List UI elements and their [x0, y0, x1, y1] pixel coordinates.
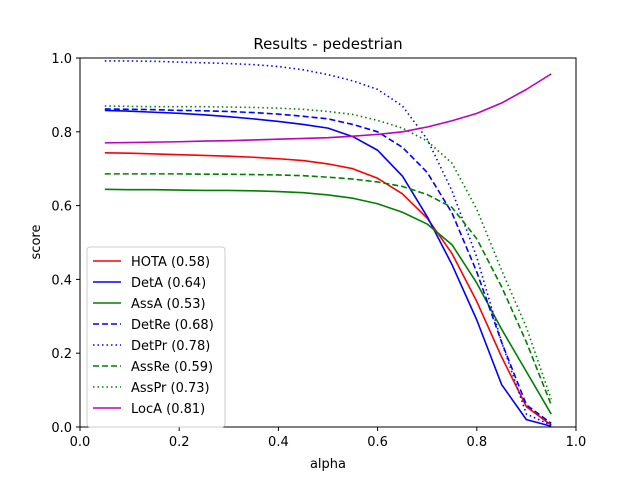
y-axis-label: score — [29, 225, 44, 260]
legend-label-1: HOTA (0.58) — [131, 255, 210, 270]
legend: HOTA (0.58) DetA (0.64) AssA (0.53) DetRe (… — [86, 246, 226, 428]
series-line-4 — [104, 108, 552, 424]
y-tick-label: 0.4 — [51, 273, 72, 288]
y-tick-label: 0.8 — [51, 126, 72, 141]
series-line-6 — [104, 173, 552, 406]
series-line-2 — [104, 109, 552, 428]
legend-label-5: DetPr (0.78) — [131, 339, 210, 354]
y-tick-label: 0.0 — [51, 421, 72, 436]
y-tick-label: 0.2 — [51, 347, 72, 362]
legend-box — [86, 246, 226, 428]
legend-label-2: DetA (0.64) — [131, 276, 206, 291]
x-tick-label: 0.8 — [466, 435, 487, 450]
series-line-1 — [104, 152, 552, 426]
x-tick-label: 0.0 — [70, 435, 91, 450]
series-line-3 — [104, 188, 552, 415]
series-layer — [104, 60, 552, 428]
x-tick-label: 1.0 — [566, 435, 587, 450]
x-tick-label: 0.6 — [367, 435, 388, 450]
legend-label-8: LocA (0.81) — [131, 402, 205, 417]
x-axis-label: alpha — [310, 457, 346, 472]
axes-frame — [79, 57, 577, 428]
legend-label-6: AssRe (0.59) — [131, 360, 213, 375]
x-tick-label: 0.4 — [268, 435, 289, 450]
y-tick-label: 1.0 — [51, 52, 72, 67]
x-tick-label: 0.2 — [169, 435, 190, 450]
legend-label-3: AssA (0.53) — [131, 297, 206, 312]
chart-title: Results - pedestrian — [253, 35, 402, 53]
series-line-8 — [104, 73, 552, 144]
y-tick-label: 0.6 — [51, 200, 72, 215]
legend-label-7: AssPr (0.73) — [131, 381, 210, 396]
axes-layer: 0.0 0.2 0.4 0.6 0.8 1.0 0.0 0.2 0.4 0.6 0.8 1.0 — [51, 52, 586, 450]
legend-label-4: DetRe (0.68) — [131, 318, 214, 333]
